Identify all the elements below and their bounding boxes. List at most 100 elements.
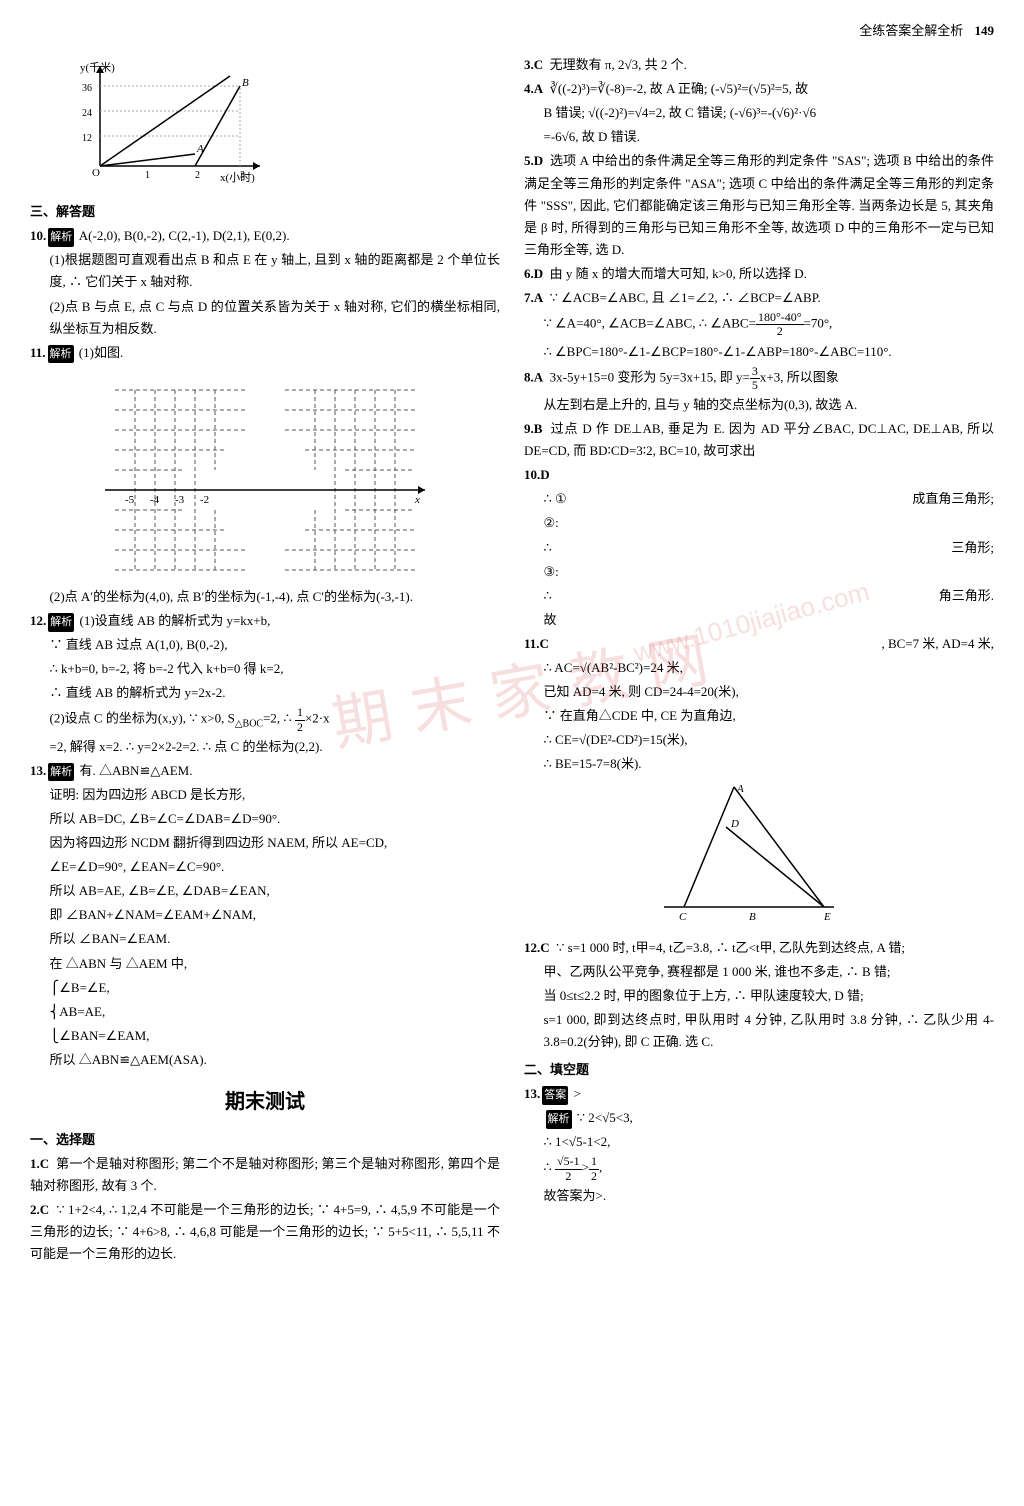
r11-l2: ∴ AC=√(AB²-BC²)=24 米, — [524, 657, 994, 679]
r6-text: 由 y 随 x 的增大而增大可知, k>0, 所以选择 D. — [550, 266, 807, 281]
r10-l5tail: 角三角形. — [939, 585, 994, 607]
r11: 11.C , BC=7 米, AD=4 米, — [524, 633, 994, 655]
r11-ans: C — [540, 636, 549, 651]
f1-ans: C — [40, 1156, 49, 1171]
r11-l4: ∵ 在直角△CDE 中, CE 为直角边, — [524, 705, 994, 727]
ytick-12: 12 — [82, 133, 92, 144]
q12-l5c: ×2·x — [305, 711, 330, 726]
r4-num: 4. — [524, 81, 534, 96]
r7-l2a: ∵ ∠A=40°, ∠ACB=∠ABC, ∴ ∠ABC= — [544, 316, 756, 331]
r13: 13.答案 > — [524, 1083, 994, 1105]
analysis-chip: 解析 — [48, 228, 74, 247]
r9: 9.B 过点 D 作 DE⊥AB, 垂足为 E. 因为 AD 平分∠BAC, D… — [524, 418, 994, 462]
y-axis-label: y(千米) — [80, 61, 115, 74]
r4-ans: A — [534, 81, 543, 96]
q12-l3: ∴ k+b=0, b=-2, 将 b=-2 代入 k+b=0 得 k=2, — [30, 658, 500, 680]
fnum: 1 — [589, 1155, 599, 1169]
r10-l5a: ∴ — [544, 588, 552, 603]
q13-num: 13. — [30, 763, 46, 778]
q10-num: 10. — [30, 228, 46, 243]
r9-num: 9. — [524, 421, 534, 436]
r10-l3a: ∴ — [544, 540, 552, 555]
q13-l8: 所以 ∠BAN=∠EAM. — [30, 928, 500, 950]
r9-ans: B — [534, 421, 543, 436]
q12-l5b: =2, ∴ — [263, 711, 295, 726]
q13-l2: 证明: 因为四边形 ABCD 是长方形, — [30, 784, 500, 806]
f2: 2.C ∵ 1+2<4, ∴ 1,2,4 不可能是一个三角形的边长; ∵ 4+5… — [30, 1199, 500, 1265]
header-title: 全练答案全解全析 — [859, 23, 963, 38]
analysis-chip: 解析 — [48, 763, 74, 782]
fnum: √5-1 — [555, 1155, 582, 1169]
r13-l1: ∵ 2<√5<3, — [577, 1110, 633, 1125]
r12: 12.C ∵ s=1 000 时, t甲=4, t乙=3.8, ∴ t乙<t甲,… — [524, 937, 994, 959]
r11-num: 11. — [524, 636, 540, 651]
r7-l1: ∵ ∠ACB=∠ABC, 且 ∠1=∠2, ∴ ∠BCP=∠ABP. — [550, 290, 821, 305]
q12-num: 12. — [30, 613, 46, 628]
x-axis: x — [414, 494, 420, 506]
r10-l1: ∴ ① 成直角三角形; — [524, 488, 994, 510]
fnum: 3 — [750, 365, 760, 379]
r8-num: 8. — [524, 369, 534, 384]
q12-l5: (2)设点 C 的坐标为(x,y), ∵ x>0, S△BOC=2, ∴ 12×… — [30, 706, 500, 733]
r3-text: 无理数有 π, 2√3, 共 2 个. — [550, 57, 687, 72]
r11-l1tail: , BC=7 米, AD=4 米, — [881, 633, 994, 655]
final-exam-title: 期末测试 — [30, 1085, 500, 1119]
q13-l10: ⎧∠B=∠E, — [30, 977, 500, 999]
fnum: 180°-40° — [756, 311, 804, 325]
two-column-layout: y(千米) x(小时) 12 24 36 1 2 3 A B O 三、解答题 1… — [30, 52, 994, 1267]
chart-svg: y(千米) x(小时) 12 24 36 1 2 3 A B O — [70, 56, 270, 186]
point-B: B — [242, 77, 249, 89]
q11-text1: (1)如图. — [79, 345, 123, 360]
r13-l3a: ∴ — [544, 1160, 556, 1175]
q13-l11: ⎨AB=AE, — [30, 1001, 500, 1023]
r12-l2: 甲、乙两队公平竞争, 赛程都是 1 000 米, 谁也不多走, ∴ B 错; — [524, 961, 994, 983]
svg-text:O: O — [92, 167, 100, 179]
xtick-1: 1 — [145, 170, 150, 181]
xtick-2: 2 — [195, 170, 200, 181]
r10-l3: ∴三角形; — [524, 537, 994, 559]
r7-ans: A — [534, 290, 543, 305]
analysis-chip: 解析 — [546, 1110, 572, 1129]
q12-l1: (1)设直线 AB 的解析式为 y=kx+b, — [80, 613, 271, 628]
lbl-D: D — [730, 818, 739, 830]
r8-l2: 从左到右是上升的, 且与 y 轴的交点坐标为(0,3), 故选 A. — [524, 394, 994, 416]
r13-analysis: 解析 ∵ 2<√5<3, — [524, 1107, 994, 1129]
r4: 4.A ∛((-2)³)=∛(-8)=-2, 故 A 正确; (-√5)²=(√… — [524, 78, 994, 100]
x-axis-label: x(小时) — [220, 171, 255, 184]
q13-l3: 所以 AB=DC, ∠B=∠C=∠DAB=∠D=90°. — [30, 808, 500, 830]
xt-3: -3 — [175, 494, 185, 506]
r13-l3b: > — [582, 1160, 589, 1175]
f1: 1.C 第一个是轴对称图形; 第二个不是轴对称图形; 第三个是轴对称图形, 第四… — [30, 1153, 500, 1197]
r10-num: 10. — [524, 467, 540, 482]
lbl-C: C — [679, 911, 687, 923]
r10: 10.D — [524, 464, 994, 486]
r3: 3.C 无理数有 π, 2√3, 共 2 个. — [524, 54, 994, 76]
lbl-B: B — [749, 911, 756, 923]
r4-l1: ∛((-2)³)=∛(-8)=-2, 故 A 正确; (-√5)²=(√5)²=… — [550, 81, 809, 96]
q13-l5: ∠E=∠D=90°, ∠EAN=∠C=90°. — [30, 856, 500, 878]
q11: 11.解析 (1)如图. — [30, 342, 500, 364]
r12-ans: C — [540, 940, 549, 955]
r5-num: 5. — [524, 153, 534, 168]
q10-text3: (2)点 B 与点 E, 点 C 与点 D 的位置关系皆为关于 x 轴对称, 它… — [30, 296, 500, 340]
page-number: 149 — [975, 23, 995, 38]
r11-l6: ∴ BE=15-7=8(米). — [524, 753, 994, 775]
coord-grid: -5 -4 -3 -2 x — [95, 370, 435, 580]
r10-l5: ∴ 角三角形. — [524, 585, 994, 607]
r12-num: 12. — [524, 940, 540, 955]
q13-l9: 在 △ABN 与 △AEM 中, — [30, 953, 500, 975]
analysis-chip: 解析 — [48, 345, 74, 364]
fden: 2 — [555, 1170, 582, 1183]
r10-l1tail: 成直角三角形; — [912, 488, 994, 510]
r12-l4: s=1 000, 即到达终点时, 甲队用时 4 分钟, 乙队用时 3.8 分钟,… — [524, 1009, 994, 1053]
right-column: 3.C 无理数有 π, 2√3, 共 2 个. 4.A ∛((-2)³)=∛(-… — [524, 52, 994, 1267]
r3-ans: C — [534, 57, 543, 72]
r4-l3: =-6√6, 故 D 错误. — [524, 126, 994, 148]
r10-l1a: ∴ ① — [544, 491, 567, 506]
fden: 2 — [589, 1170, 599, 1183]
r10-l2: ②: — [524, 512, 994, 534]
q12-l2: ∵ 直线 AB 过点 A(1,0), B(0,-2), — [30, 634, 500, 656]
q11-num: 11. — [30, 345, 46, 360]
r9-text: 过点 D 作 DE⊥AB, 垂足为 E. 因为 AD 平分∠BAC, DC⊥AC… — [524, 421, 994, 458]
r13-num: 13. — [524, 1086, 540, 1101]
